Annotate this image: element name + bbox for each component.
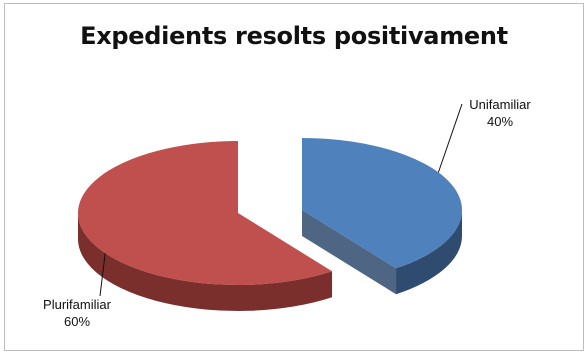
data-label-unifamiliar: Unifamiliar 40% [452,96,548,130]
slice-cut-unifamiliar [302,210,397,295]
slice-top-plurifamiliar [78,141,333,285]
chart-title: Expedients resolts positivament [80,22,508,50]
leader-line-unifamiliar [437,103,463,173]
slice-label-plurifamiliar: Plurifamiliar [43,297,111,312]
data-label-plurifamiliar: Plurifamiliar 60% [22,296,132,330]
slice-label-unifamiliar: Unifamiliar [469,97,531,112]
slice-top-unifamiliar [302,138,463,269]
slice-unifamiliar [302,138,463,295]
slice-side-plurifamiliar [77,213,333,312]
slice-plurifamiliar [77,141,333,312]
slice-side-unifamiliar [396,210,462,295]
slice-value-unifamiliar: 40% [486,114,514,129]
leader-line-plurifamiliar [99,253,106,297]
slice-value-plurifamiliar: 60% [63,314,91,329]
